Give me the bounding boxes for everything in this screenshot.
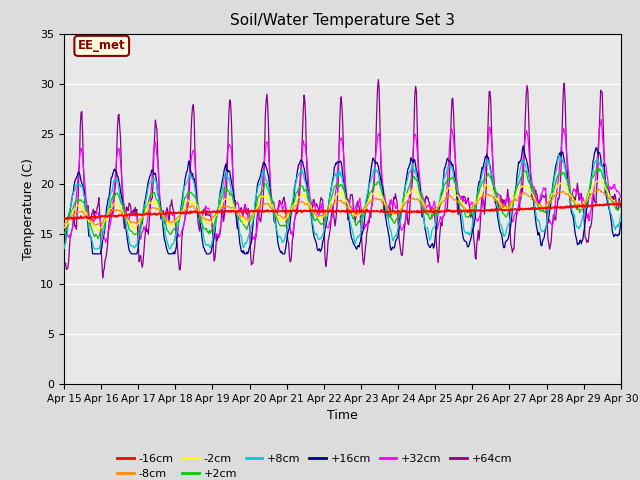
Legend: -16cm, -8cm, -2cm, +2cm, +8cm, +16cm, +32cm, +64cm: -16cm, -8cm, -2cm, +2cm, +8cm, +16cm, +3… bbox=[113, 449, 516, 480]
Title: Soil/Water Temperature Set 3: Soil/Water Temperature Set 3 bbox=[230, 13, 455, 28]
Y-axis label: Temperature (C): Temperature (C) bbox=[22, 158, 35, 260]
Text: EE_met: EE_met bbox=[78, 39, 125, 52]
X-axis label: Time: Time bbox=[327, 409, 358, 422]
